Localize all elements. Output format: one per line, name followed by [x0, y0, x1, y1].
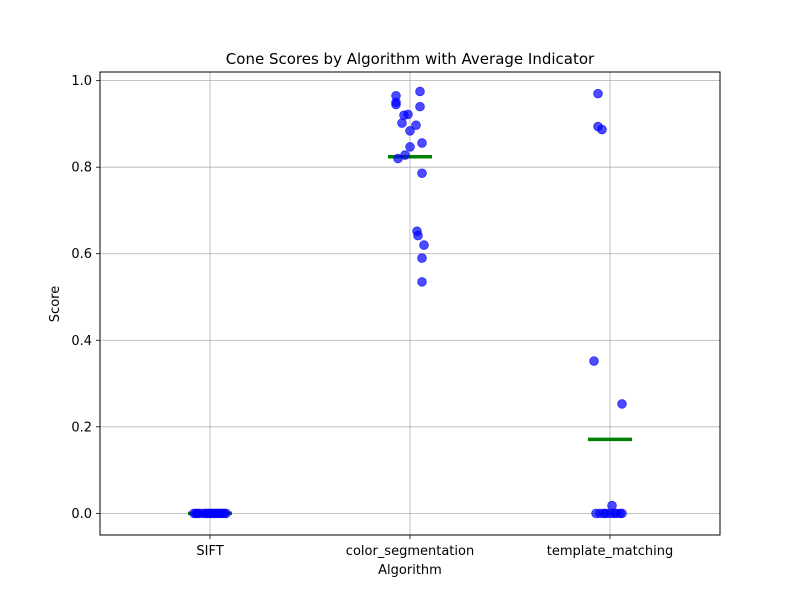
data-point: [415, 101, 425, 112]
y-tick-label: 0.2: [71, 420, 92, 435]
data-point: [405, 142, 415, 152]
data-point: [595, 508, 605, 519]
y-tick-label: 0.8: [71, 161, 92, 176]
chart-title: Cone Scores by Algorithm with Average In…: [226, 50, 595, 68]
data-point: [221, 508, 231, 519]
data-point: [593, 88, 603, 99]
data-point: [419, 240, 429, 250]
data-point: [403, 109, 413, 120]
data-point: [415, 86, 425, 97]
data-point: [589, 356, 599, 366]
data-point: [411, 120, 421, 131]
x-axis-label: Algorithm: [378, 563, 442, 578]
data-points: [189, 86, 627, 519]
grid-lines: [100, 72, 720, 535]
x-axis-ticks: SIFT color_segmentation template_matching: [196, 535, 673, 559]
y-tick-label: 1.0: [71, 74, 92, 89]
data-point: [417, 168, 427, 179]
data-point: [413, 230, 423, 241]
data-point: [213, 508, 223, 519]
y-tick-label: 0.4: [71, 334, 92, 349]
x-tick-label: color_segmentation: [346, 544, 474, 559]
y-tick-label: 0.6: [71, 247, 92, 262]
data-point: [597, 124, 607, 135]
data-point: [417, 253, 427, 263]
data-point: [617, 399, 627, 409]
data-point: [405, 126, 415, 136]
x-tick-label: SIFT: [196, 544, 223, 559]
x-tick-label: template_matching: [547, 544, 673, 559]
data-point: [393, 153, 403, 164]
data-point: [417, 277, 427, 287]
data-point: [617, 508, 627, 519]
data-point: [397, 118, 407, 128]
y-axis-ticks: 0.0 0.2 0.4 0.6 0.8 1.0: [71, 74, 100, 522]
data-point: [391, 99, 401, 110]
data-point: [417, 138, 427, 148]
y-tick-label: 0.0: [71, 507, 92, 522]
data-point: [191, 508, 201, 519]
y-axis-label: Score: [48, 286, 63, 322]
